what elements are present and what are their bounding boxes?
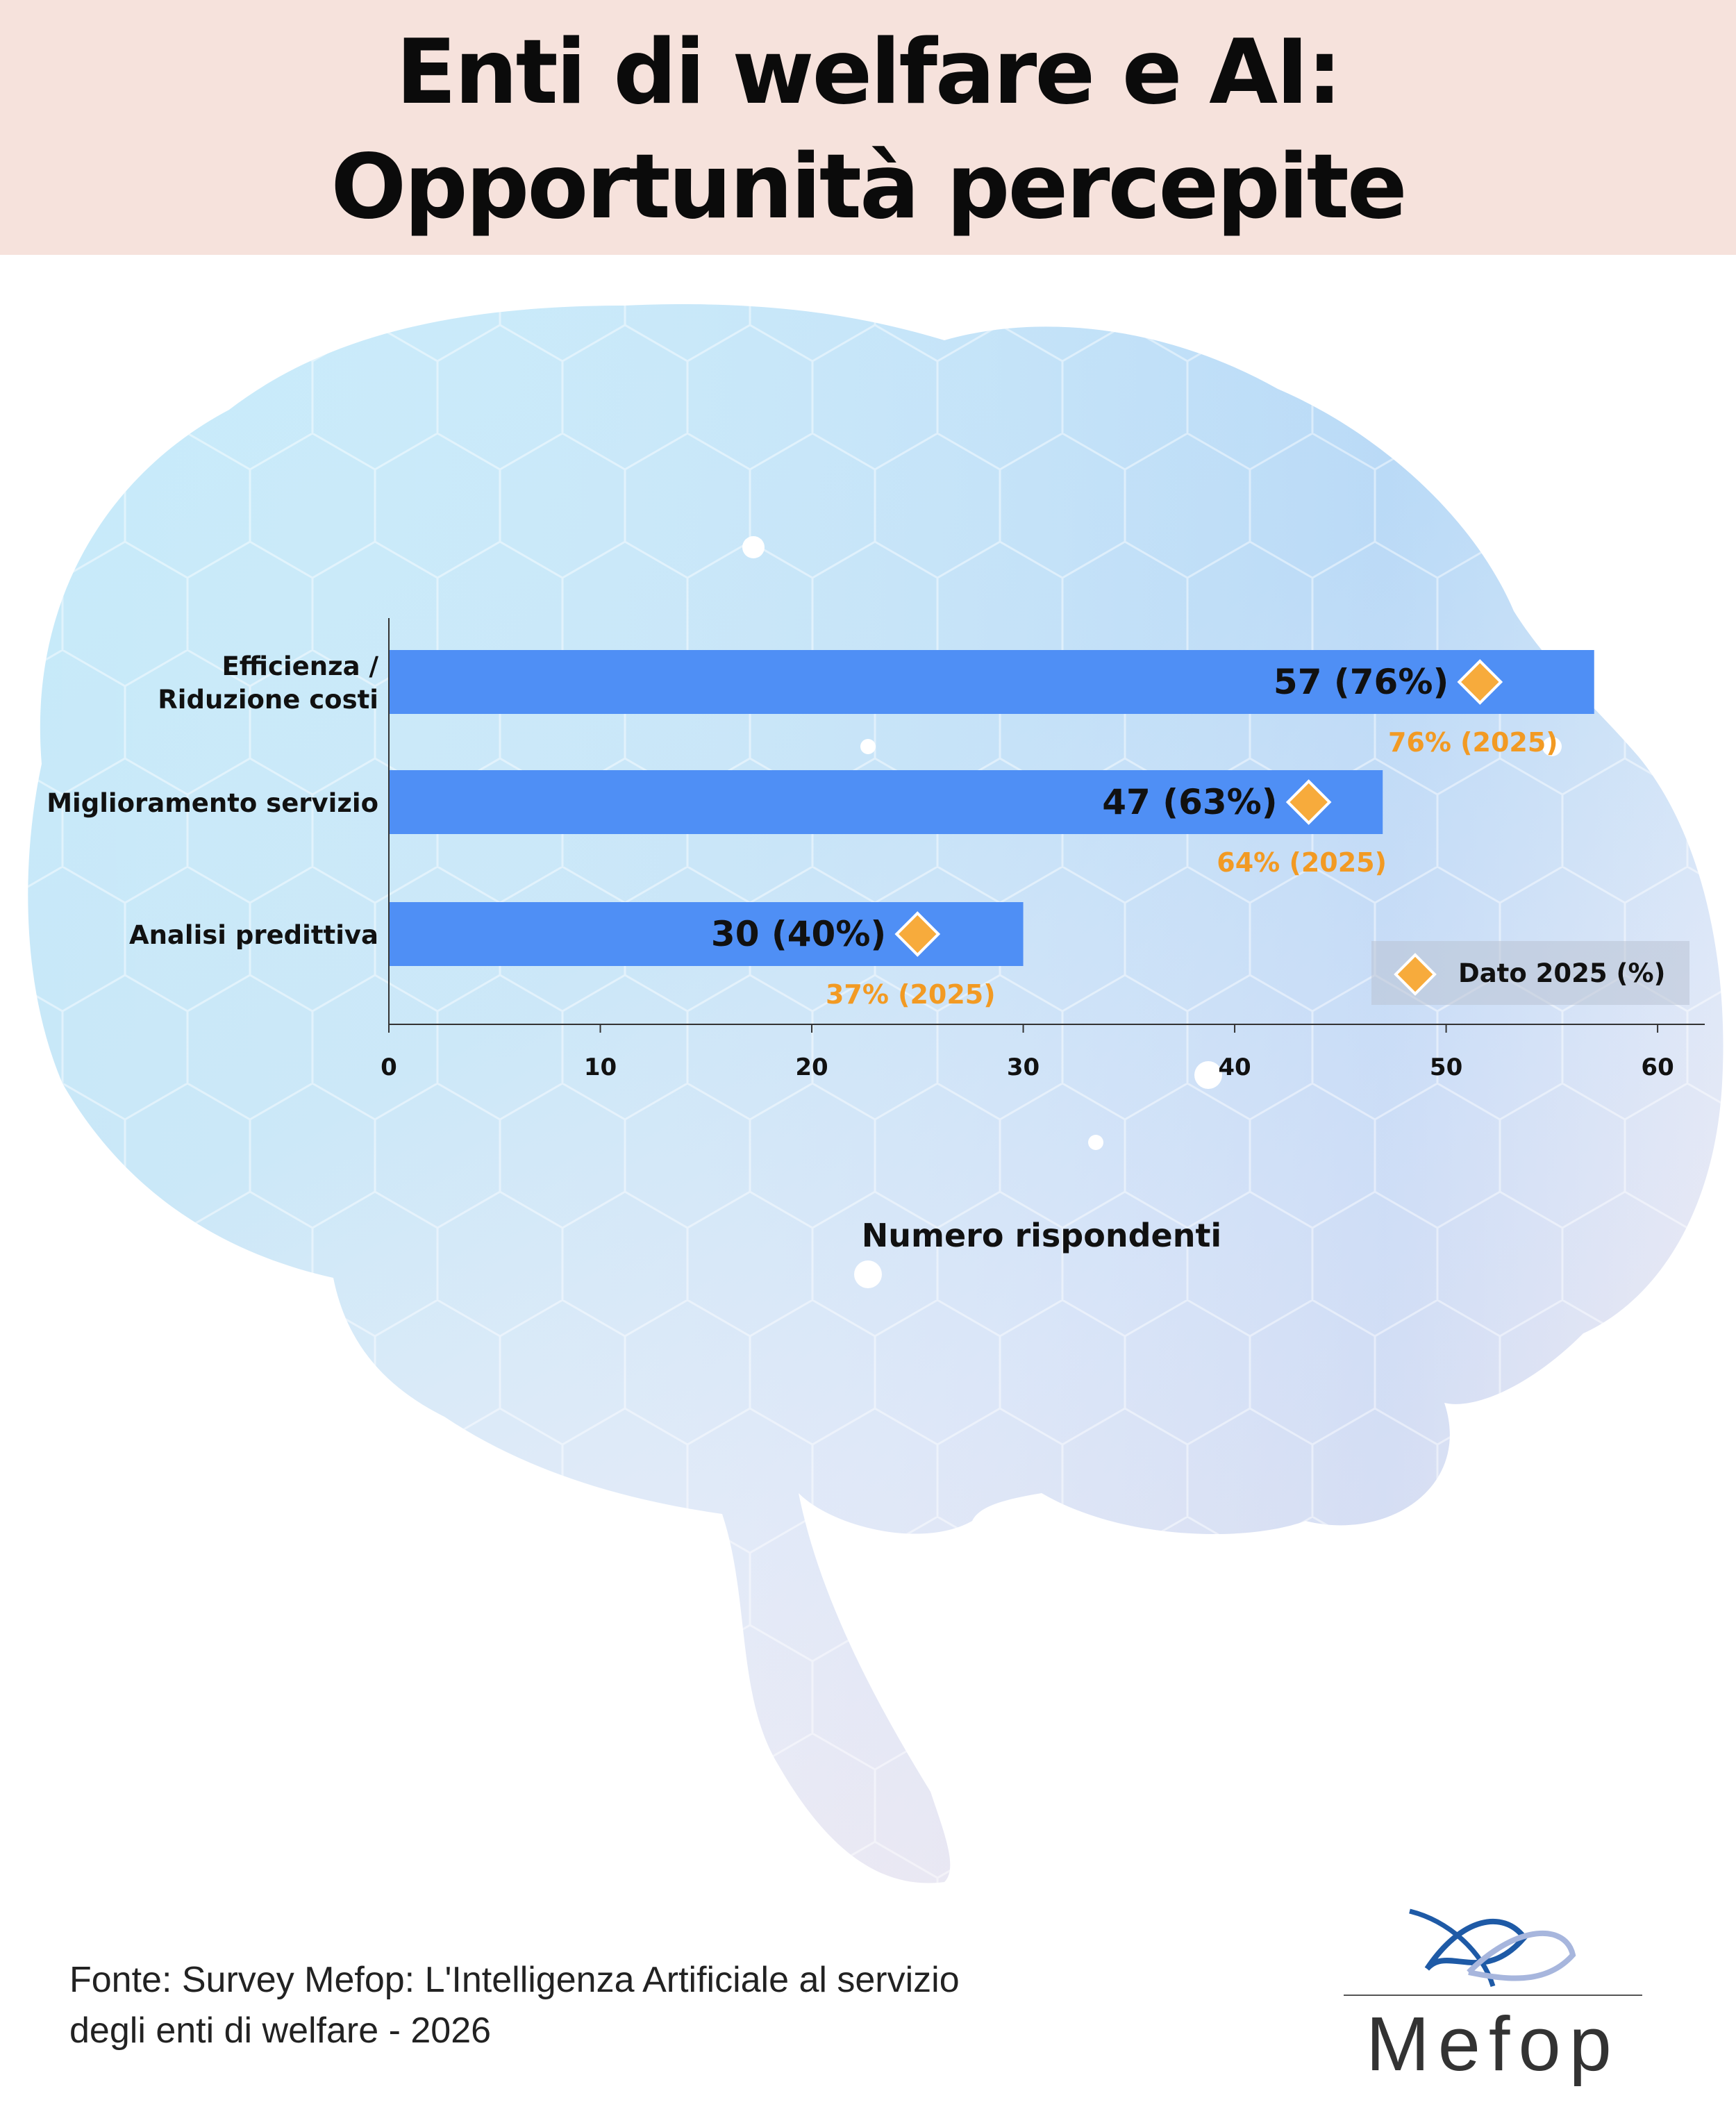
category-label: Efficienza /	[222, 651, 379, 681]
x-axis-title: Numero rispondenti	[862, 1217, 1221, 1254]
marker-2025-label: 64% (2025)	[1217, 847, 1387, 878]
marker-2025	[1457, 659, 1503, 705]
marker-2025	[1285, 779, 1332, 825]
bar-value-label: 57 (76%)	[1274, 662, 1449, 702]
bar-value-label: 47 (63%)	[1102, 782, 1277, 822]
header-banner: Enti di welfare e AI: Opportunità percep…	[0, 0, 1736, 255]
x-tick-label: 20	[795, 1054, 828, 1081]
x-tick-label: 0	[381, 1054, 397, 1081]
chart-legend: Dato 2025 (%)	[1371, 941, 1689, 1005]
mefop-logo-text: Mefop	[1366, 2001, 1620, 2087]
page-title-line-2: Opportunità percepite	[331, 135, 1407, 239]
x-tick-label: 10	[584, 1054, 617, 1081]
x-tick-label: 50	[1430, 1054, 1462, 1081]
bar-chart: Dato 2025 (%) 0 10 20 30 40 50 60 Efficienza /…	[47, 618, 1705, 1254]
bar	[389, 770, 1383, 834]
category-label: Riduzione costi	[158, 685, 378, 715]
decorative-dots	[742, 289, 1562, 1288]
legend-marker-diamond	[1394, 953, 1437, 996]
mefop-logo-icon	[1344, 1908, 1642, 1996]
marker-2025-label: 76% (2025)	[1388, 727, 1558, 758]
x-tick-label: 60	[1641, 1054, 1674, 1081]
category-label: Analisi predittiva	[129, 920, 378, 950]
marker-2025-label: 37% (2025)	[826, 979, 996, 1010]
category-label: Miglioramento servizio	[47, 788, 378, 818]
legend-label: Dato 2025 (%)	[1458, 958, 1665, 988]
bar	[389, 650, 1594, 714]
marker-2025	[894, 911, 941, 957]
x-tick-label: 40	[1218, 1054, 1251, 1081]
bar-value-label: 30 (40%)	[711, 914, 886, 954]
page-title-line-1: Enti di welfare e AI:	[396, 21, 1342, 124]
x-tick-label: 30	[1007, 1054, 1040, 1081]
source-note: Fonte: Survey Mefop: L'Intelligenza Arti…	[69, 1960, 960, 2051]
